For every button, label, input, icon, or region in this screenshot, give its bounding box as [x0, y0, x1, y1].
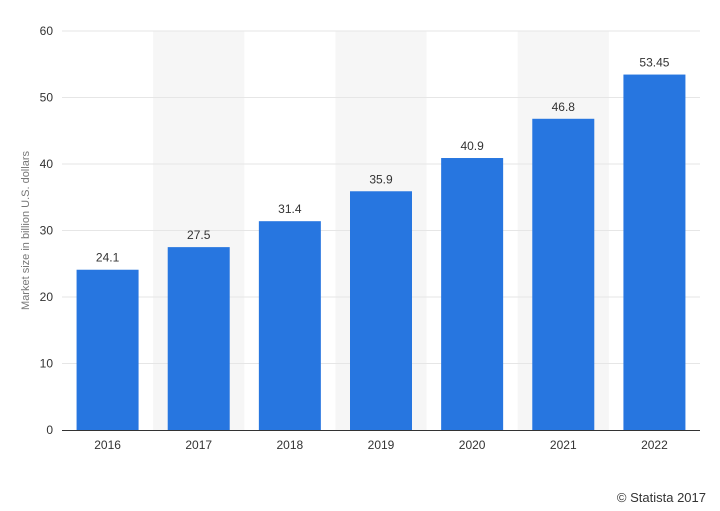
y-tick-label: 60: [40, 24, 54, 38]
bar-2022: [623, 74, 686, 431]
bars: [76, 74, 686, 431]
y-tick-label: 40: [40, 157, 54, 171]
data-label-2018: 31.4: [278, 202, 302, 216]
data-label-2021: 46.8: [552, 100, 576, 114]
x-tick-label: 2020: [459, 438, 486, 452]
data-labels: 24.1 27.5 31.4 35.9 40.9 46.8 53.45: [96, 56, 670, 265]
x-tick-label: 2016: [94, 438, 121, 452]
bar-2021: [532, 118, 595, 430]
x-tick-label: 2017: [185, 438, 212, 452]
x-axis-ticks: 2016 2017 2018 2019 2020 2021 2022: [94, 438, 668, 452]
data-label-2020: 40.9: [460, 139, 484, 153]
x-tick-label: 2022: [641, 438, 668, 452]
y-tick-label: 10: [40, 357, 54, 371]
bar-2020: [441, 158, 504, 430]
bar-2017: [167, 247, 230, 430]
y-tick-label: 30: [40, 224, 54, 238]
bar-2018: [258, 221, 321, 430]
x-tick-label: 2019: [368, 438, 395, 452]
data-label-2019: 35.9: [369, 172, 393, 186]
y-axis-title: Market size in billion U.S. dollars: [20, 151, 32, 310]
data-label-2022: 53.45: [639, 56, 669, 70]
data-label-2017: 27.5: [187, 228, 211, 242]
y-tick-label: 20: [40, 290, 54, 304]
x-tick-label: 2018: [277, 438, 304, 452]
source-credit: © Statista 2017: [616, 490, 706, 505]
y-axis-ticks: 0 10 20 30 40 50 60: [40, 24, 54, 437]
data-label-2016: 24.1: [96, 251, 120, 265]
x-tick-label: 2021: [550, 438, 577, 452]
y-tick-label: 50: [40, 91, 54, 105]
y-tick-label: 0: [46, 423, 53, 437]
bar-2019: [350, 191, 412, 430]
bar-2016: [76, 269, 139, 430]
